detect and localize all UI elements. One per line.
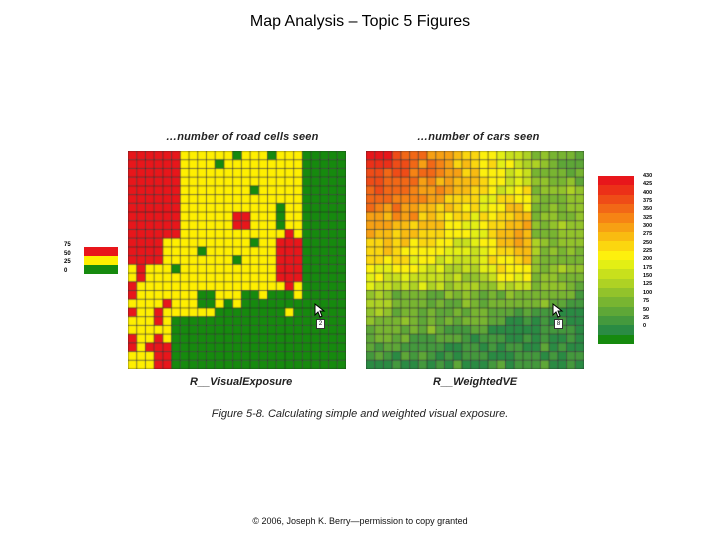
- legend-tick-0: 0: [64, 267, 68, 274]
- colorbar-segment: [598, 287, 634, 298]
- copyright-footer: © 2006, Joseph K. Berry—permission to co…: [252, 516, 468, 526]
- weighted-exposure-grid-map: [366, 151, 584, 369]
- right-map-legend-colorbar: [598, 176, 634, 344]
- mouse-pointer-icon: [552, 303, 564, 318]
- legend-tick-25: 25: [64, 259, 71, 265]
- colorbar-tick-label: 75: [643, 298, 650, 305]
- left-map-title: …number of road cells seen: [166, 131, 319, 143]
- colorbar-segment: [598, 250, 634, 260]
- colorbar-tick-label: 425: [643, 181, 653, 188]
- legend-tick-50: 50: [64, 250, 71, 257]
- colorbar-tick-label: 400: [643, 189, 653, 196]
- colorbar-segment: [598, 278, 634, 288]
- colorbar-tick-label: 375: [643, 198, 653, 205]
- colorbar-segment: [598, 325, 634, 335]
- colorbar-segment: [598, 194, 634, 204]
- colorbar-segment: [598, 297, 634, 307]
- right-map-badge: 8: [554, 319, 563, 329]
- colorbar-tick-label: 325: [643, 214, 653, 221]
- colorbar-tick-label: 50: [643, 306, 650, 313]
- colorbar-segment: [598, 334, 634, 344]
- colorbar-tick-label: 125: [643, 281, 653, 288]
- colorbar-segment: [598, 306, 634, 316]
- colorbar-tick-label: 0: [643, 323, 647, 330]
- colorbar-tick-label: 275: [643, 231, 653, 238]
- colorbar-tick-label: 100: [643, 289, 653, 296]
- legend-swatch-yellow: [84, 256, 118, 265]
- legend-swatch-green: [84, 265, 118, 274]
- colorbar-tick-label: 25: [643, 314, 650, 321]
- colorbar-segment: [598, 241, 634, 251]
- colorbar-segment: [598, 185, 634, 195]
- colorbar-segment: [598, 259, 634, 270]
- visual-exposure-grid-map: [128, 151, 346, 369]
- colorbar-tick-label: 430: [643, 173, 653, 179]
- left-map-badge: 2: [316, 319, 325, 329]
- colorbar-segment: [598, 231, 634, 242]
- right-map-name: R__WeightedVE: [433, 376, 518, 388]
- colorbar-tick-label: 250: [643, 239, 653, 246]
- colorbar-tick-label: 200: [643, 256, 653, 263]
- colorbar-tick-label: 175: [643, 264, 653, 271]
- colorbar-tick-label: 350: [643, 206, 653, 213]
- colorbar-segment: [598, 213, 634, 223]
- left-map-name: R__VisualExposure: [190, 376, 293, 388]
- colorbar-segment: [598, 203, 634, 214]
- colorbar-segment: [598, 222, 634, 232]
- colorbar-tick-label: 225: [643, 248, 653, 255]
- legend-tick-75: 75: [64, 242, 71, 248]
- colorbar-tick-label: 300: [643, 223, 653, 230]
- right-map-legend-ticks: 430 425 400 375 350 325 300 275 250 225 200 175 150 1…: [643, 172, 673, 331]
- colorbar-segment: [598, 269, 634, 279]
- right-map-title: …number of cars seen: [417, 131, 540, 143]
- colorbar-segment: [598, 176, 634, 186]
- figure-caption: Figure 5-8. Calculating simple and weigh…: [211, 408, 509, 420]
- colorbar-segment: [598, 315, 634, 326]
- colorbar-tick-label: 150: [643, 273, 653, 280]
- legend-swatch-red: [84, 247, 118, 256]
- page-title: Map Analysis – Topic 5 Figures: [249, 13, 471, 30]
- mouse-pointer-icon: [314, 303, 326, 318]
- left-legend-ticks: 75 50 25 0: [64, 241, 82, 275]
